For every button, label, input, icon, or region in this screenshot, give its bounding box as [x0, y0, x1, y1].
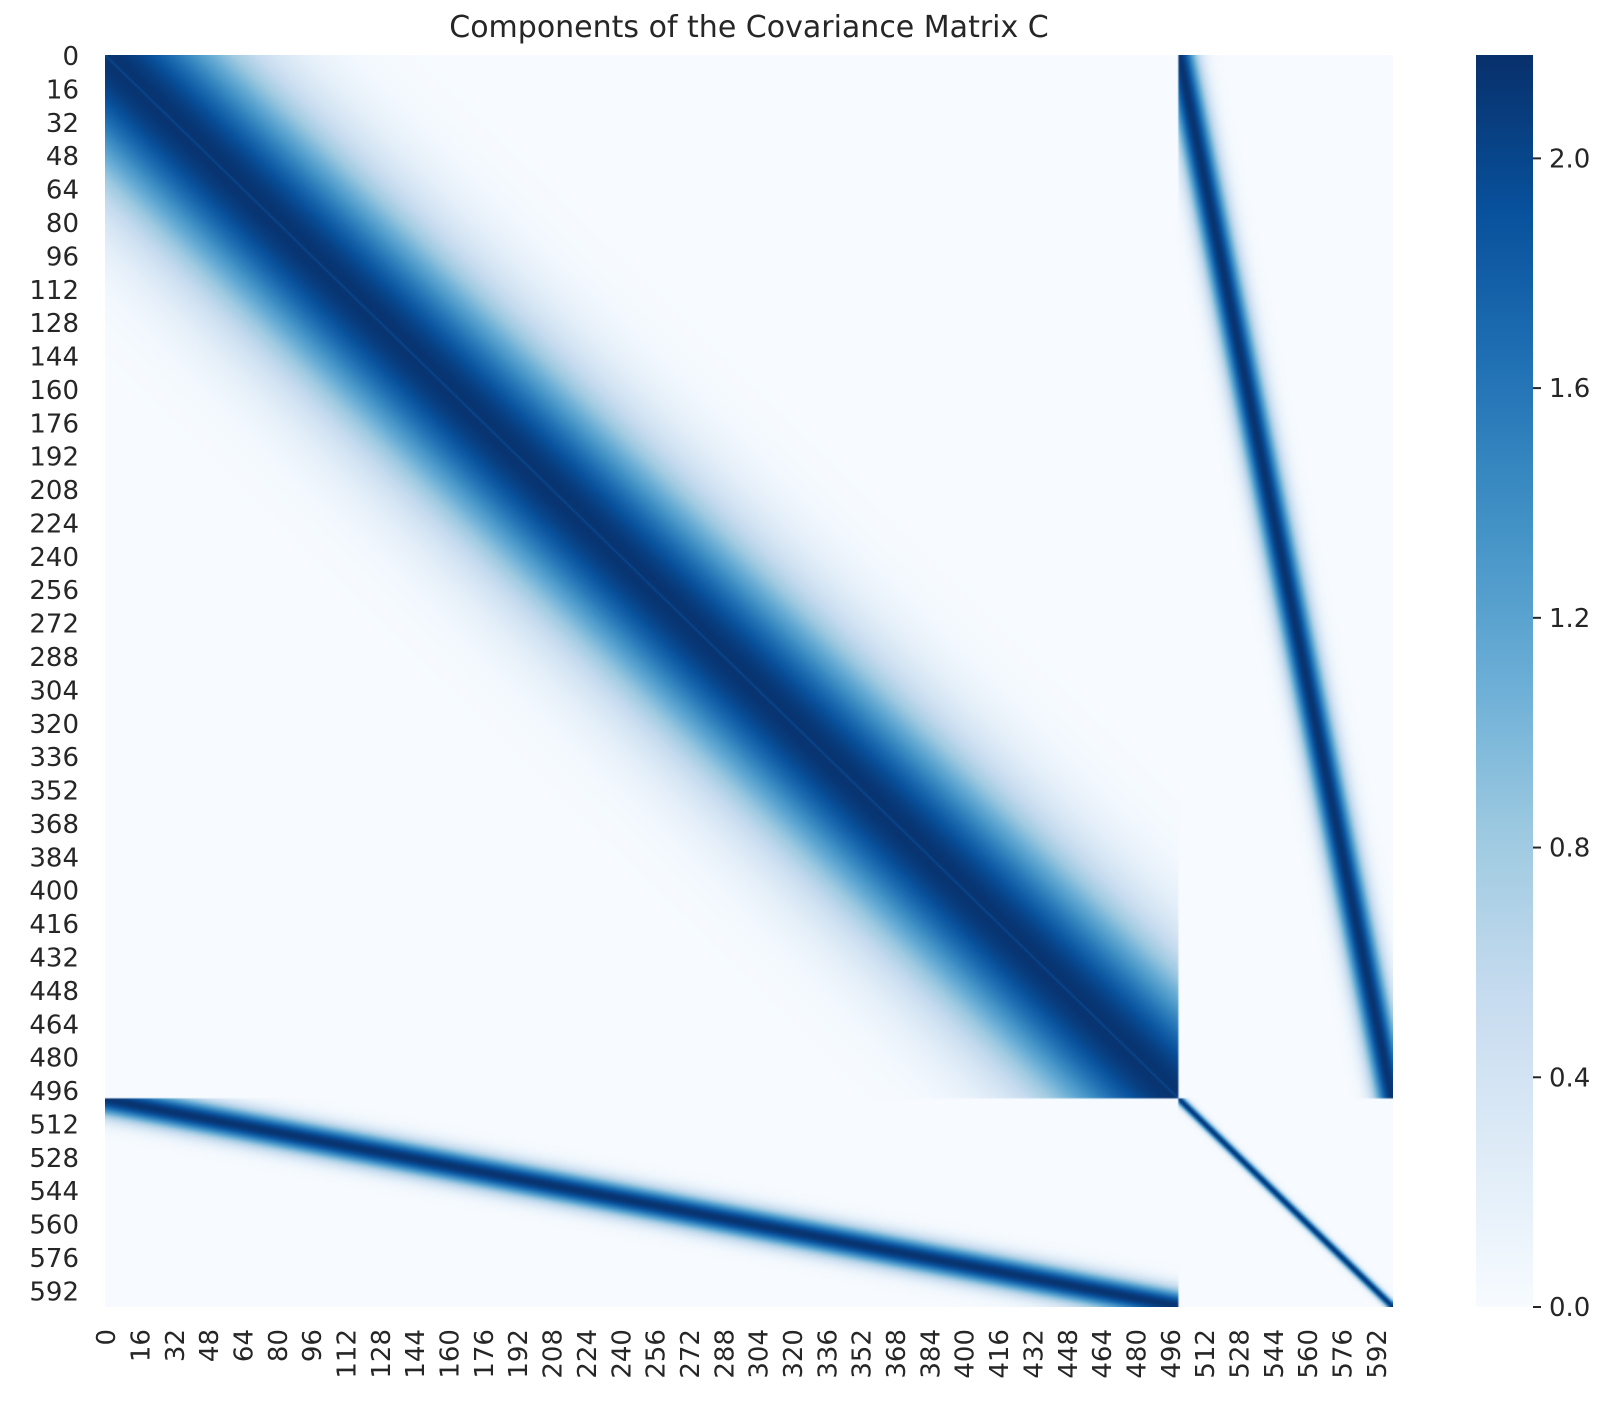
y-tick-label: 352: [29, 777, 79, 807]
x-tick-label: 160: [436, 1329, 466, 1379]
y-tick-label: 480: [29, 1044, 79, 1074]
x-tick-label: 448: [1054, 1329, 1084, 1379]
y-tick-label: 16: [46, 75, 79, 105]
x-tick-label: 256: [642, 1329, 672, 1379]
x-tick-label: 336: [813, 1329, 843, 1379]
y-tick-label: 304: [29, 676, 79, 706]
colorbar-tick-label: 0.0: [1549, 1293, 1590, 1323]
y-tick-label: 464: [29, 1010, 79, 1040]
x-tick-label: 224: [573, 1329, 603, 1379]
y-tick-label: 112: [29, 276, 79, 306]
y-tick-label: 32: [46, 109, 79, 139]
x-tick-label: 16: [126, 1329, 156, 1362]
y-tick-label: 160: [29, 376, 79, 406]
colorbar-tick-label: 1.2: [1549, 604, 1590, 634]
y-tick-label: 400: [29, 877, 79, 907]
y-tick-label: 512: [29, 1110, 79, 1140]
x-tick-label: 480: [1122, 1329, 1152, 1379]
y-tick-label: 272: [29, 610, 79, 640]
x-tick-label: 368: [882, 1329, 912, 1379]
x-tick-label: 144: [401, 1329, 431, 1379]
x-tick-label: 240: [607, 1329, 637, 1379]
x-tick-label: 32: [161, 1329, 191, 1362]
x-tick-label: 416: [985, 1329, 1015, 1379]
y-tick-label: 384: [29, 843, 79, 873]
x-tick-label: 176: [470, 1329, 500, 1379]
y-tick-label: 496: [29, 1077, 79, 1107]
colorbar: 0.0 0.4 0.8 1.2 1.6 2.0: [1476, 55, 1590, 1323]
y-tick-label: 288: [29, 643, 79, 673]
heatmap-canvas: [105, 55, 1393, 1307]
x-tick-label: 384: [916, 1329, 946, 1379]
heatmap-area: [105, 55, 1393, 1307]
y-tick-label: 544: [29, 1177, 79, 1207]
y-tick-label: 416: [29, 910, 79, 940]
y-tick-label: 448: [29, 977, 79, 1007]
x-tick-label: 80: [264, 1329, 294, 1362]
y-tick-label: 560: [29, 1211, 79, 1241]
colorbar-tick-label: 0.4: [1549, 1063, 1590, 1093]
x-tick-label: 48: [195, 1329, 225, 1362]
y-tick-label: 192: [29, 443, 79, 473]
x-tick-label: 272: [676, 1329, 706, 1379]
x-tick-label: 96: [298, 1329, 328, 1362]
x-tick-label: 592: [1363, 1329, 1393, 1379]
x-tick-label: 0: [92, 1329, 122, 1346]
y-tick-label: 256: [29, 576, 79, 606]
y-tick-label: 64: [46, 176, 79, 206]
y-tick-label: 0: [62, 42, 79, 72]
y-tick-label: 128: [29, 309, 79, 339]
y-tick-label: 176: [29, 409, 79, 439]
y-tick-label: 320: [29, 710, 79, 740]
y-tick-label: 80: [46, 209, 79, 239]
x-tick-label: 528: [1226, 1329, 1256, 1379]
y-tick-label: 208: [29, 476, 79, 506]
chart-title: Components of the Covariance Matrix C: [449, 10, 1049, 45]
y-tick-label: 96: [46, 242, 79, 272]
x-tick-label: 496: [1157, 1329, 1187, 1379]
x-tick-label: 544: [1260, 1329, 1290, 1379]
colorbar-gradient: [1476, 55, 1533, 1307]
colorbar-tick-label: 2.0: [1549, 144, 1590, 174]
y-tick-label: 144: [29, 343, 79, 373]
colorbar-tick-label: 0.8: [1549, 834, 1590, 864]
y-tick-label: 336: [29, 743, 79, 773]
y-tick-label: 368: [29, 810, 79, 840]
y-tick-label: 48: [46, 142, 79, 172]
x-tick-label: 560: [1294, 1329, 1324, 1379]
x-tick-label: 304: [745, 1329, 775, 1379]
x-tick-label: 128: [367, 1329, 397, 1379]
y-tick-label: 528: [29, 1144, 79, 1174]
x-tick-label: 192: [504, 1329, 534, 1379]
x-tick-label: 400: [951, 1329, 981, 1379]
x-tick-label: 464: [1088, 1329, 1118, 1379]
x-tick-label: 112: [333, 1329, 363, 1379]
x-tick-label: 576: [1329, 1329, 1359, 1379]
x-tick-label: 320: [779, 1329, 809, 1379]
y-tick-label: 576: [29, 1244, 79, 1274]
y-tick-label: 592: [29, 1277, 79, 1307]
x-tick-label: 352: [848, 1329, 878, 1379]
x-tick-label: 64: [229, 1329, 259, 1362]
x-tick-label: 208: [539, 1329, 569, 1379]
x-tick-label: 288: [710, 1329, 740, 1379]
x-tick-label: 432: [1019, 1329, 1049, 1379]
x-axis: 0 16 32 48 64 80 96 112 128 144 160 176 192 208 224 240…: [92, 1329, 1393, 1379]
x-tick-label: 512: [1191, 1329, 1221, 1379]
colorbar-tick-label: 1.6: [1549, 374, 1590, 404]
y-tick-label: 224: [29, 509, 79, 539]
y-tick-label: 240: [29, 543, 79, 573]
y-tick-label: 432: [29, 943, 79, 973]
colorbar-ticks: 0.0 0.4 0.8 1.2 1.6 2.0: [1533, 144, 1590, 1323]
